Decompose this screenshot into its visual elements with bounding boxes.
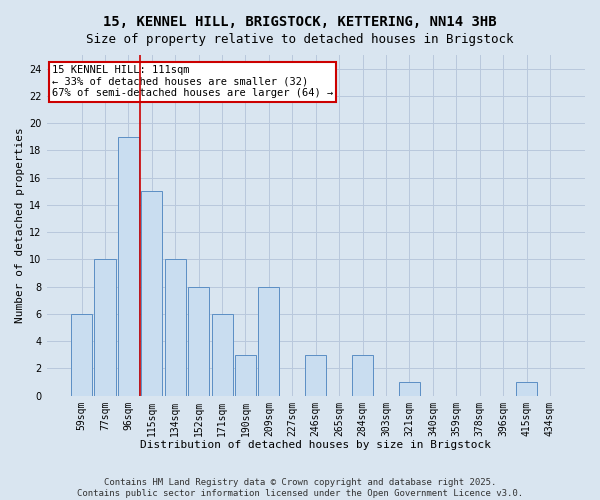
Bar (399, 382, 420, 396)
Bar (188, 286, 209, 396)
Bar (235, 355, 256, 396)
Text: 15 KENNEL HILL: 111sqm
← 33% of detached houses are smaller (32)
67% of semi-det: 15 KENNEL HILL: 111sqm ← 33% of detached… (52, 65, 333, 98)
Bar (352, 355, 373, 396)
Text: 15, KENNEL HILL, BRIGSTOCK, KETTERING, NN14 3HB: 15, KENNEL HILL, BRIGSTOCK, KETTERING, N… (103, 15, 497, 29)
Bar (94, 260, 116, 396)
Text: Contains HM Land Registry data © Crown copyright and database right 2025.
Contai: Contains HM Land Registry data © Crown c… (77, 478, 523, 498)
Bar (305, 355, 326, 396)
Bar (118, 137, 139, 396)
Bar (141, 192, 163, 396)
Bar (71, 314, 92, 396)
Bar (259, 286, 280, 396)
Bar (164, 260, 186, 396)
Text: Size of property relative to detached houses in Brigstock: Size of property relative to detached ho… (86, 32, 514, 46)
Bar (516, 382, 537, 396)
Bar (212, 314, 233, 396)
Y-axis label: Number of detached properties: Number of detached properties (15, 128, 25, 323)
X-axis label: Distribution of detached houses by size in Brigstock: Distribution of detached houses by size … (140, 440, 491, 450)
